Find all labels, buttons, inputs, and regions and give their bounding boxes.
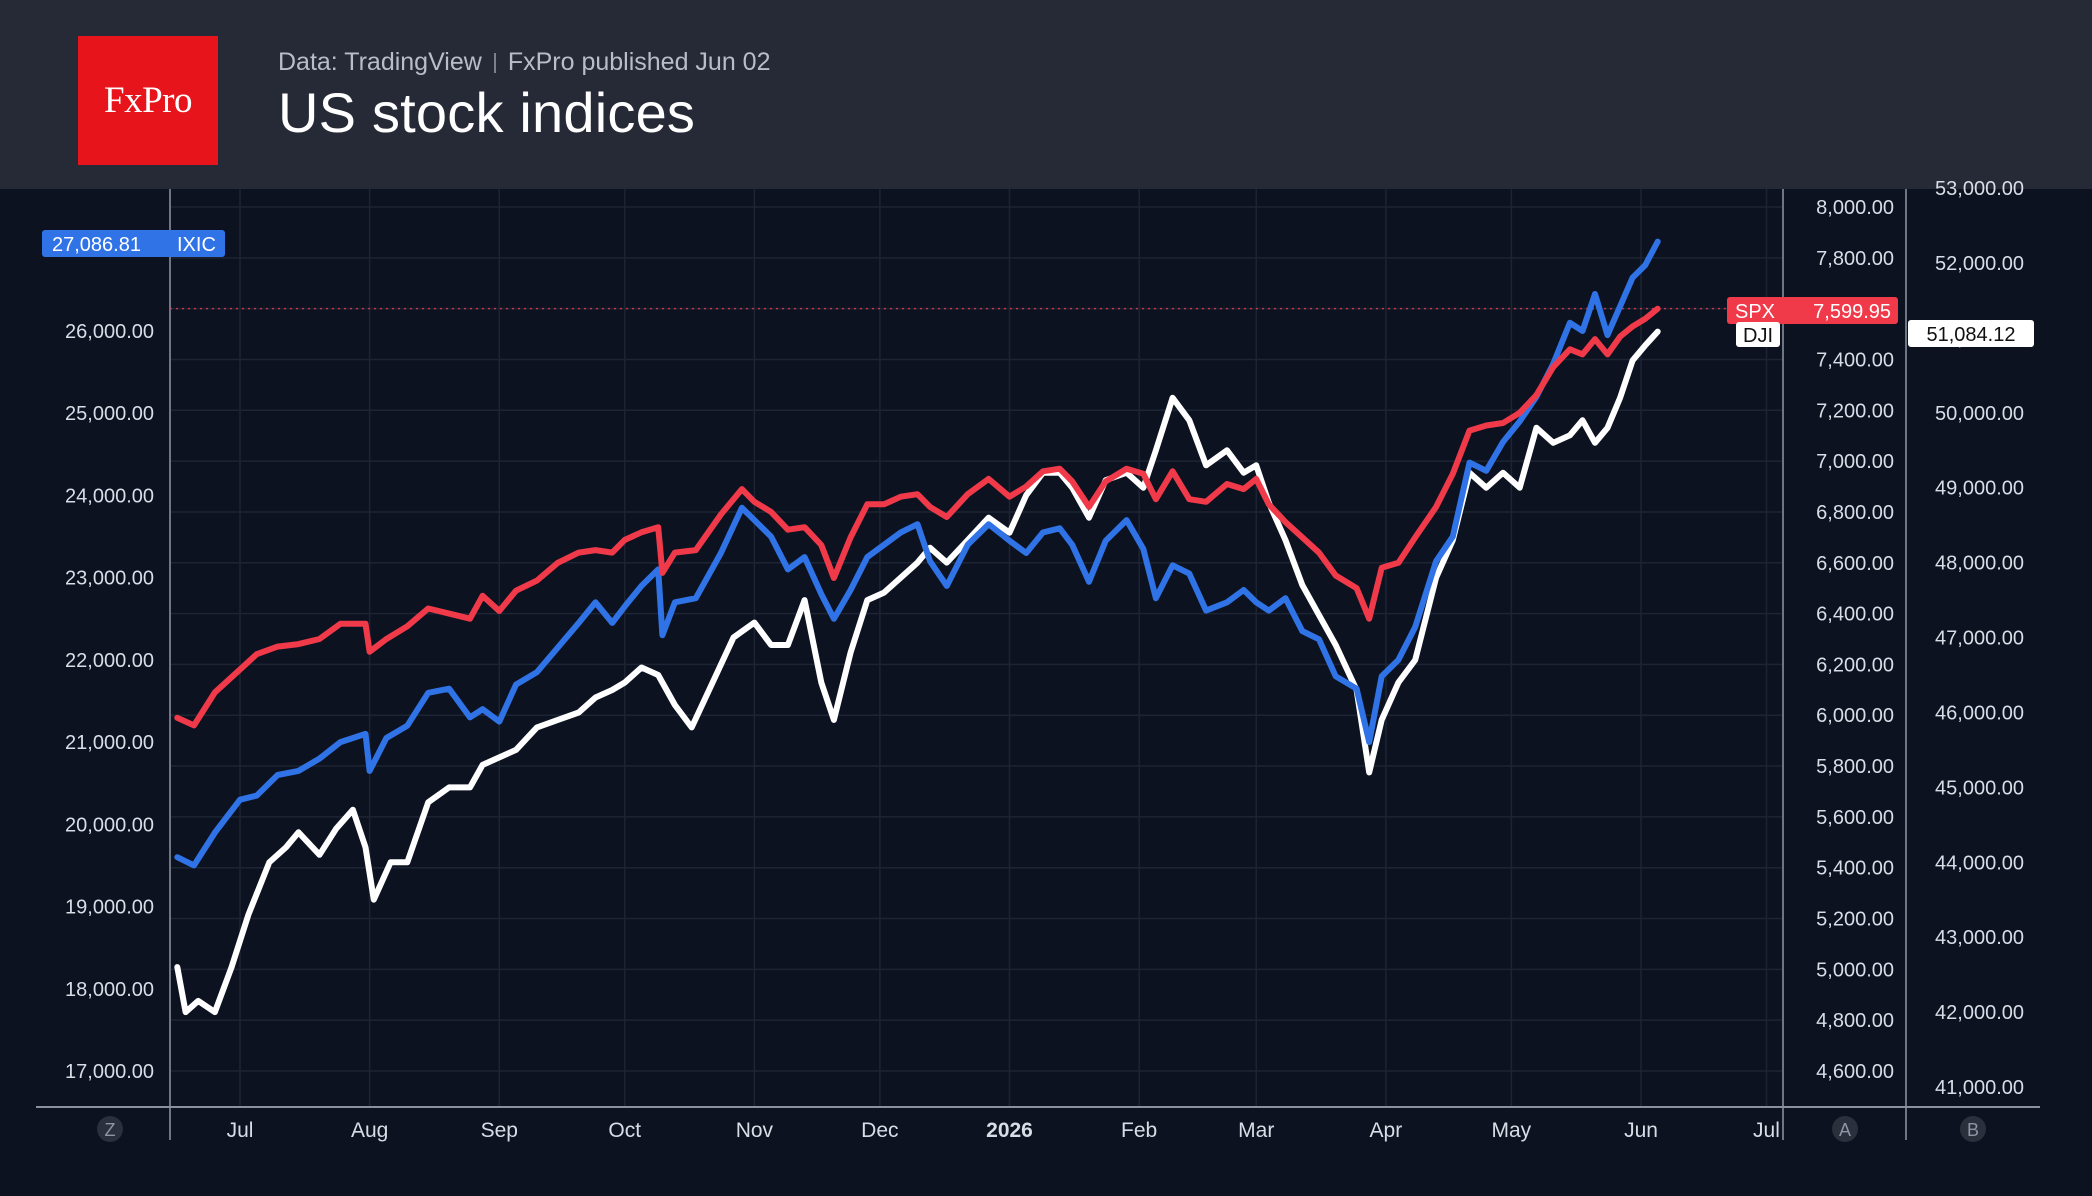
published-date: FxPro published Jun 02 (507, 48, 771, 76)
y-tick-label-left: 23,000.00 (65, 568, 154, 590)
x-tick-label: Jul (227, 1119, 254, 1142)
y-tick-label-left: 26,000.00 (65, 321, 154, 343)
y-tick-label-A: 6,600.00 (1816, 553, 1894, 575)
y-tick-label-B: 49,000.00 (1935, 478, 2024, 500)
y-tick-label-A: 5,200.00 (1816, 909, 1894, 931)
y-tick-label-A: 5,400.00 (1816, 858, 1894, 880)
axis-badge-label: Z (105, 1120, 116, 1140)
y-tick-label-A: 6,800.00 (1816, 502, 1894, 524)
x-tick-label: May (1492, 1119, 1532, 1142)
x-tick-label: Jun (1624, 1119, 1658, 1142)
header-bar: FxPro Data: TradingView FxPro published … (0, 0, 2092, 189)
y-tick-label-A: 5,600.00 (1816, 807, 1894, 829)
spx-name-label: SPX (1735, 301, 1775, 323)
y-tick-label-A: 7,000.00 (1816, 451, 1894, 473)
y-tick-label-A: 5,800.00 (1816, 756, 1894, 778)
y-tick-label-B: 42,000.00 (1935, 1002, 2024, 1024)
y-tick-label-left: 22,000.00 (65, 650, 154, 672)
y-tick-label-left: 17,000.00 (65, 1061, 154, 1083)
x-tick-label: Sep (481, 1119, 518, 1142)
axis-badge-circle (1832, 1116, 1858, 1142)
x-tick-label: 2026 (986, 1119, 1033, 1142)
x-tick-label: Jul (1753, 1119, 1780, 1142)
ixic-value-badge (42, 230, 225, 257)
y-tick-label-B: 41,000.00 (1935, 1077, 2024, 1099)
x-tick-label: Dec (861, 1119, 898, 1142)
y-tick-label-A: 4,600.00 (1816, 1061, 1894, 1083)
y-tick-label-left: 18,000.00 (65, 979, 154, 1001)
y-tick-label-left: 19,000.00 (65, 897, 154, 919)
ixic-name-label: IXIC (177, 234, 216, 256)
x-tick-label: Mar (1238, 1119, 1274, 1142)
spx-value-badge (1727, 297, 1898, 324)
axis-badge-circle (97, 1116, 123, 1142)
y-tick-label-A: 5,000.00 (1816, 959, 1894, 981)
y-tick-label-left: 24,000.00 (65, 485, 154, 507)
y-tick-label-left: 25,000.00 (65, 403, 154, 425)
y-tick-label-A: 8,000.00 (1816, 197, 1894, 219)
series-line-spx (174, 305, 1661, 729)
ixic-last-value: 27,086.81 (52, 234, 141, 256)
chart-background (0, 189, 2092, 1196)
y-tick-label-B: 53,000.00 (1935, 178, 2024, 200)
spx-last-value: 7,599.95 (1813, 301, 1891, 323)
y-tick-label-left: 20,000.00 (65, 814, 154, 836)
y-tick-label-B: 44,000.00 (1935, 852, 2024, 874)
dji-name-badge (1736, 322, 1780, 347)
y-tick-label-B: 47,000.00 (1935, 628, 2024, 650)
x-tick-label: Aug (351, 1119, 388, 1142)
x-tick-label: Oct (608, 1119, 641, 1142)
chart-title: US stock indices (278, 81, 696, 144)
y-tick-label-A: 7,800.00 (1816, 248, 1894, 270)
y-tick-label-B: 52,000.00 (1935, 253, 2024, 275)
dji-value-badge (1908, 320, 2034, 347)
y-tick-label-B: 50,000.00 (1935, 403, 2024, 425)
y-tick-label-A: 7,400.00 (1816, 349, 1894, 371)
x-tick-label: Feb (1121, 1119, 1157, 1142)
series-line-dji (174, 328, 1661, 1016)
y-tick-label-A: 4,800.00 (1816, 1010, 1894, 1032)
chart-subtitle: Data: TradingView FxPro published Jun 02 (278, 48, 771, 77)
axis-badge-label: B (1967, 1120, 1979, 1140)
y-tick-label-A: 6,000.00 (1816, 705, 1894, 727)
series-line-ixic (174, 238, 1661, 869)
x-tick-label: Apr (1370, 1119, 1403, 1142)
y-tick-label-B: 48,000.00 (1935, 553, 2024, 575)
y-tick-label-A: 6,400.00 (1816, 604, 1894, 626)
y-tick-label-B: 46,000.00 (1935, 702, 2024, 724)
data-source: Data: TradingView (278, 48, 482, 76)
x-tick-label: Nov (736, 1119, 774, 1142)
axis-badge-label: A (1839, 1120, 1851, 1140)
fxpro-logo: FxPro (78, 36, 218, 165)
dji-last-value: 51,084.12 (1927, 324, 2016, 346)
y-tick-label-left: 21,000.00 (65, 732, 154, 754)
y-tick-label-B: 45,000.00 (1935, 777, 2024, 799)
subtitle-divider (493, 52, 496, 73)
axis-badge-circle (1960, 1116, 1986, 1142)
y-tick-label-A: 6,200.00 (1816, 654, 1894, 676)
dji-name-label: DJI (1743, 325, 1773, 347)
logo-text: FxPro (104, 80, 192, 121)
y-tick-label-B: 43,000.00 (1935, 927, 2024, 949)
y-tick-label-A: 7,200.00 (1816, 400, 1894, 422)
